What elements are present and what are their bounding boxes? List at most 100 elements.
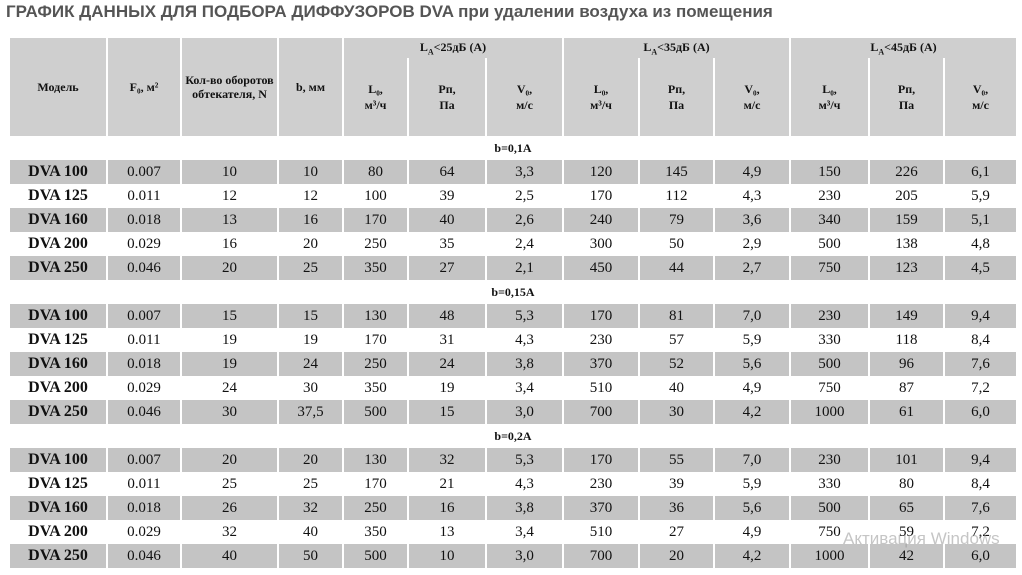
group-symbol: L: [643, 39, 652, 54]
subcolumn-text: V₀,: [516, 82, 533, 96]
subcolumn-header: L₀, м³/ч: [562, 58, 640, 136]
data-cell: 61: [868, 400, 945, 424]
data-cell: 3,4: [485, 376, 564, 400]
data-cell: 300: [562, 232, 640, 256]
data-cell: 3,3: [485, 160, 564, 184]
data-cell: 0.011: [106, 472, 182, 496]
data-cell: 0.007: [106, 304, 182, 328]
subcolumn-text: Па: [898, 98, 915, 112]
subcolumn-text: м/с: [972, 98, 989, 112]
data-cell: 36: [638, 496, 715, 520]
data-cell: 26: [180, 496, 279, 520]
subcolumn-text: м/с: [743, 98, 761, 112]
data-cell: 700: [562, 544, 640, 568]
subcolumn-header: Рп, Па: [407, 58, 487, 136]
section-label: b=0,15A: [8, 280, 1018, 304]
data-cell: 27: [638, 520, 715, 544]
subcolumn-header: V₀, м/с: [485, 58, 564, 136]
data-cell: 149: [868, 304, 945, 328]
data-cell: 0.029: [106, 232, 182, 256]
data-cell: 55: [638, 448, 715, 472]
subcolumn-text: L₀,: [822, 82, 837, 96]
data-cell: 9,4: [943, 448, 1018, 472]
subcolumn-text: L₀,: [368, 82, 383, 96]
data-cell: 340: [789, 208, 870, 232]
data-cell: 500: [789, 232, 870, 256]
data-cell: 7,2: [943, 376, 1018, 400]
data-cell: 20: [277, 232, 344, 256]
data-cell: 25: [277, 256, 344, 280]
data-row: DVA 250 0.046 30 37,5 500 15 3,0 700 30 4,2 1000 61…: [8, 400, 1018, 424]
column-header: Кол-во оборотов обтекателя, N: [180, 38, 279, 136]
group-condition: <25дБ (A): [433, 39, 487, 54]
section-label: b=0,2A: [8, 424, 1018, 448]
data-cell: 3,6: [713, 208, 791, 232]
data-cell: 6,0: [943, 544, 1018, 568]
data-cell: 450: [562, 256, 640, 280]
data-cell: 10: [180, 160, 279, 184]
data-cell: 3,8: [485, 352, 564, 376]
data-cell: 123: [868, 256, 945, 280]
data-cell: 170: [342, 208, 409, 232]
model-cell: DVA 200: [8, 232, 108, 256]
data-cell: 4,8: [943, 232, 1018, 256]
data-cell: 3,8: [485, 496, 564, 520]
data-cell: 12: [180, 184, 279, 208]
data-cell: 145: [638, 160, 715, 184]
data-cell: 750: [789, 256, 870, 280]
model-cell: DVA 200: [8, 376, 108, 400]
data-cell: 19: [180, 328, 279, 352]
data-cell: 100: [342, 184, 409, 208]
data-cell: 0.046: [106, 256, 182, 280]
subcolumn-header: L₀, м³/ч: [789, 58, 870, 136]
data-cell: 2,5: [485, 184, 564, 208]
data-cell: 2,7: [713, 256, 791, 280]
data-cell: 130: [342, 304, 409, 328]
data-cell: 0.007: [106, 160, 182, 184]
data-cell: 13: [407, 520, 487, 544]
data-cell: 205: [868, 184, 945, 208]
data-cell: 330: [789, 472, 870, 496]
data-cell: 500: [342, 400, 409, 424]
group-condition: <45дБ (A): [884, 39, 937, 54]
data-cell: 19: [407, 376, 487, 400]
header-row: Модель F₀, м² Кол-во оборотов обтекателя, …: [8, 38, 1018, 136]
subcolumn-text: Па: [668, 98, 685, 112]
title: ГРАФИК ДАННЫХ ДЛЯ ПОДБОРА ДИФФУЗОРОВ DVA…: [6, 2, 773, 21]
subcolumn-header: Рп, Па: [638, 58, 715, 136]
data-cell: 4,3: [485, 472, 564, 496]
data-cell: 44: [638, 256, 715, 280]
data-cell: 500: [789, 496, 870, 520]
data-cell: 20: [180, 256, 279, 280]
data-row: DVA 100 0.007 10 10 80 64 3,3 120 145 4,9 150 226 6,…: [8, 160, 1018, 184]
model-cell: DVA 100: [8, 448, 108, 472]
group-subscript: A: [427, 47, 434, 57]
data-cell: 16: [407, 496, 487, 520]
data-cell: 2,1: [485, 256, 564, 280]
data-row: DVA 125 0.011 25 25 170 21 4,3 230 39 5,9 330 80 8,4: [8, 472, 1018, 496]
data-cell: 4,5: [943, 256, 1018, 280]
data-cell: 0.011: [106, 328, 182, 352]
data-cell: 40: [180, 544, 279, 568]
model-cell: DVA 160: [8, 352, 108, 376]
data-cell: 330: [789, 328, 870, 352]
data-cell: 21: [407, 472, 487, 496]
data-cell: 700: [562, 400, 640, 424]
data-cell: 2,9: [713, 232, 791, 256]
data-cell: 4,9: [713, 376, 791, 400]
data-cell: 500: [789, 352, 870, 376]
data-cell: 350: [342, 256, 409, 280]
data-cell: 81: [638, 304, 715, 328]
watermark: Активация Windows: [843, 529, 1000, 548]
data-cell: 5,1: [943, 208, 1018, 232]
data-cell: 8,4: [943, 328, 1018, 352]
data-cell: 40: [277, 520, 344, 544]
data-cell: 750: [789, 376, 870, 400]
data-cell: 6,0: [943, 400, 1018, 424]
subcolumn-text: м³/ч: [590, 98, 612, 112]
subcolumn-header: V₀, м/с: [943, 58, 1018, 136]
data-cell: 15: [180, 304, 279, 328]
data-cell: 170: [342, 328, 409, 352]
data-cell: 4,3: [485, 328, 564, 352]
data-cell: 5,3: [485, 304, 564, 328]
